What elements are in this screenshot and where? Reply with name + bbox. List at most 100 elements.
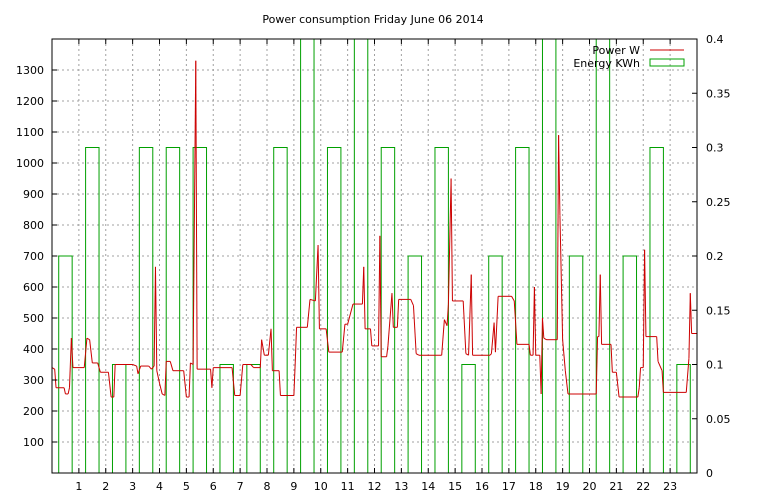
power-segment-108 xyxy=(513,300,518,345)
power-segment-7 xyxy=(68,338,72,388)
x-tick-label-16: 17 xyxy=(502,480,516,493)
power-segment-92 xyxy=(443,319,448,326)
y2-tick-label-2: 0.1 xyxy=(706,359,724,372)
x-tick-label-5: 6 xyxy=(210,480,217,493)
power-segment-54 xyxy=(267,328,272,356)
power-segment-118 xyxy=(543,337,547,341)
y2-tick-label-0: 0 xyxy=(706,467,713,480)
y2-tick-label-5: 0.25 xyxy=(706,196,731,209)
energy-bar-3 xyxy=(138,147,154,473)
power-segment-55 xyxy=(270,328,273,371)
power-segment-65 xyxy=(317,245,320,329)
energy-bar-22 xyxy=(649,147,664,473)
power-segment-14 xyxy=(97,362,101,373)
power-segment-139 xyxy=(644,249,647,337)
power-series xyxy=(51,60,697,398)
power-segment-95 xyxy=(450,178,453,301)
power-segment-69 xyxy=(341,324,346,353)
x-tick-label-10: 11 xyxy=(341,480,355,493)
power-segment-79 xyxy=(379,235,382,357)
power-segment-18 xyxy=(113,364,116,398)
x-tick-label-7: 8 xyxy=(264,480,271,493)
x-tick-label-2: 3 xyxy=(129,480,136,493)
power-segment-91 xyxy=(441,319,445,356)
power-segment-136 xyxy=(638,367,642,388)
y-tick-label-6: 700 xyxy=(23,250,44,263)
power-segment-37 xyxy=(188,362,191,398)
power-segment-43 xyxy=(211,367,214,388)
energy-bar-0 xyxy=(58,255,73,473)
power-segment-21 xyxy=(136,365,139,374)
power-segment-71 xyxy=(347,303,354,325)
power-segment-122 xyxy=(559,215,564,340)
power-segment-4 xyxy=(63,387,66,395)
power-segment-97 xyxy=(462,300,467,354)
power-segment-129 xyxy=(599,274,603,345)
energy-bar-12 xyxy=(380,147,396,473)
power-segment-2 xyxy=(54,369,57,388)
power-segment-103 xyxy=(490,322,495,354)
power-segment-133 xyxy=(615,372,620,398)
x-tick-label-18: 19 xyxy=(556,480,570,493)
power-segment-81 xyxy=(386,345,389,357)
power-segment-123 xyxy=(562,339,566,371)
power-segment-16 xyxy=(107,372,112,398)
legend-label-energy: Energy KWh xyxy=(573,57,640,70)
power-segment-27 xyxy=(154,266,158,371)
y-tick-label-12: 1300 xyxy=(16,64,44,77)
x-tick-label-8: 9 xyxy=(290,480,297,493)
x-tick-label-22: 23 xyxy=(663,480,677,493)
power-segment-6 xyxy=(67,387,70,395)
power-segment-59 xyxy=(293,362,296,396)
y-tick-label-11: 1200 xyxy=(16,95,44,108)
energy-bar-19 xyxy=(568,255,584,473)
power-segment-35 xyxy=(183,370,187,398)
power-segment-124 xyxy=(564,370,569,395)
power-segment-94 xyxy=(447,178,452,305)
energy-bar-8 xyxy=(273,147,288,473)
power-segment-52 xyxy=(261,339,265,356)
energy-bar-23 xyxy=(676,364,691,473)
energy-bar-7 xyxy=(246,364,261,473)
y-tick-label-2: 300 xyxy=(23,374,44,387)
y2-tick-label-3: 0.15 xyxy=(706,304,731,317)
power-segment-33 xyxy=(169,361,174,371)
x-tick-label-13: 14 xyxy=(421,480,435,493)
power-segment-47 xyxy=(239,364,244,396)
power-segment-12 xyxy=(89,339,93,364)
energy-bar-10 xyxy=(326,147,342,473)
energy-bar-11 xyxy=(353,38,369,473)
x-tick-label-6: 7 xyxy=(237,480,244,493)
power-segment-105 xyxy=(494,296,499,353)
power-segment-51 xyxy=(259,339,263,368)
power-segment-93 xyxy=(446,304,449,326)
x-tick-label-17: 18 xyxy=(529,480,543,493)
power-segment-110 xyxy=(528,344,531,356)
energy-bar-13 xyxy=(407,255,423,473)
power-segment-142 xyxy=(657,361,663,371)
power-segment-145 xyxy=(685,358,690,393)
legend: Power W Energy KWh xyxy=(573,44,685,70)
y-tick-label-5: 600 xyxy=(23,281,44,294)
energy-bar-17 xyxy=(515,147,530,473)
y2-tick-label-4: 0.2 xyxy=(706,250,724,263)
y-tick-label-7: 800 xyxy=(23,219,44,232)
power-segment-138 xyxy=(642,249,646,368)
power-segment-63 xyxy=(309,298,316,302)
x-tick-label-14: 15 xyxy=(448,480,462,493)
y-tick-label-10: 1100 xyxy=(16,126,44,139)
y-tick-label-3: 400 xyxy=(23,343,44,356)
power-segment-113 xyxy=(533,286,537,356)
power-segment-120 xyxy=(556,135,560,340)
legend-swatch-energy xyxy=(649,58,685,67)
power-segment-31 xyxy=(164,361,167,396)
power-segment-89 xyxy=(415,353,420,356)
power-segment-29 xyxy=(159,382,163,395)
power-segment-39 xyxy=(192,60,197,365)
power-segment-135 xyxy=(637,387,640,398)
x-tick-label-4: 5 xyxy=(183,480,190,493)
y2-tick-label-1: 0.05 xyxy=(706,413,731,426)
power-segment-100 xyxy=(470,274,474,356)
energy-bar-14 xyxy=(434,147,449,473)
